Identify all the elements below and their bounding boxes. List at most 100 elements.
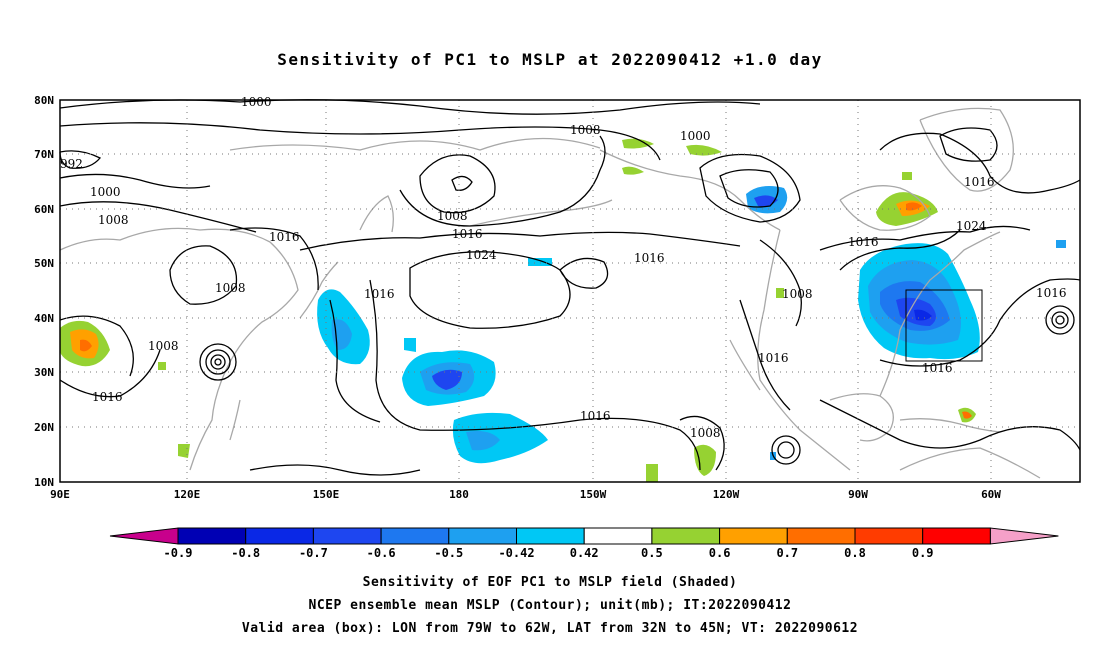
contour-low-bering [419,154,496,214]
shade-blue-cpac3 [432,369,462,390]
shade-red-carib2 [962,411,972,419]
contour-label: 1008 [690,426,721,440]
colorbar-label: 0.6 [709,546,731,560]
coast-caribbean [899,418,1001,433]
lon-label: 150E [313,488,340,501]
shade-red-india [80,339,92,352]
colorbar-segment [448,527,517,545]
contour-labels: 1000 1008 1000 992 1000 1008 1016 1008 1… [60,95,1067,440]
shade-blue-smallsq [528,258,552,266]
contour-label: 1016 [922,361,953,375]
contour-1016-india [59,349,161,398]
contour-label: 1024 [466,248,497,262]
contour-carib [819,399,1081,451]
contour-typhoon-1 [199,343,237,381]
contour-1016-pac [369,279,701,471]
colorbar-label: 0.42 [570,546,599,560]
contour-typhoon-3 [210,354,226,370]
contour-label: 1016 [634,251,665,265]
shade-blue-small [404,338,416,352]
lon-label: 90W [848,488,868,501]
contour-label: 1016 [1036,286,1067,300]
gridlines [60,100,1080,482]
contour-high-east [939,127,998,162]
coast-east-asia [59,227,299,471]
contour-label: 1000 [241,95,272,109]
colorbar-segment [516,527,585,545]
colorbar-segment [177,527,247,545]
colorbar-segment [651,527,721,545]
coast-japan [299,261,339,319]
contour-gulf-low [699,153,801,223]
lat-label: 60N [34,203,54,216]
colorbar-label: 0.8 [844,546,866,560]
contour-label: 1016 [848,235,879,249]
contour-1008-north [59,122,661,161]
lon-label: 90E [50,488,70,501]
colorbar-label: 0.7 [776,546,798,560]
coast-siberia [229,137,601,151]
shade-red-can [906,202,922,211]
caption-shading: Sensitivity of EOF PC1 to MSLP field (Sh… [362,575,738,590]
colorbar-min-arrow [109,527,179,545]
contour-label: 1000 [680,129,711,143]
contour-label: 1008 [437,209,468,223]
contour-atl-low2 [1051,311,1069,329]
lon-label: 150W [580,488,607,501]
contour-1016-nw [229,227,319,291]
colorbar-max-arrow [989,527,1059,545]
contour-1016-na [739,299,791,411]
caption-contour: NCEP ensemble mean MSLP (Contour); unit(… [308,598,792,613]
contour-label: 1008 [148,339,179,353]
shade-green-small [178,444,190,458]
lat-label: 40N [34,312,54,325]
latitude-labels: 80N 70N 60N 50N 40N 30N 20N 10N [34,94,54,489]
coast-baja [729,339,761,391]
sensitivity-shading [60,138,1066,482]
lat-label: 80N [34,94,54,107]
shade-green-np3 [622,166,644,175]
coast-south-america [899,447,1041,479]
lat-label: 30N [34,366,54,379]
contour-label: 1008 [782,287,813,301]
contour-label: 1008 [98,213,129,227]
colorbar-segment [922,527,991,545]
colorbar-label: -0.5 [434,546,463,560]
colorbar-segment [312,527,382,545]
chart-title: Sensitivity of PC1 to MSLP at 2022090412… [277,50,823,69]
colorbar-segment [380,527,450,545]
shade-green-small2 [158,362,166,370]
coast-alaska [599,149,781,231]
contour-low-aleut [559,257,609,289]
shade-green-lab [776,288,784,298]
coast-greenland [919,107,1014,192]
lon-label: 180 [449,488,469,501]
contour-1008-west [59,201,257,233]
coast-kamchatka [359,195,394,233]
shade-green-sw2 [646,464,658,482]
colorbar-segment [583,527,653,545]
contour-1016-inner [329,299,381,423]
contour-1016-atl [879,278,1081,367]
contour-typhoon-4 [214,358,222,366]
lon-label: 60W [981,488,1001,501]
contour-epac-low2 [777,441,795,459]
contour-low-bering-in [451,175,473,191]
lat-label: 70N [34,148,54,161]
contour-1016-ne [819,225,1031,251]
colorbar-label: -0.42 [498,546,534,560]
caption-valid-area: Valid area (box): LON from 79W to 62W, L… [241,621,859,636]
lon-label: 120E [174,488,201,501]
coast-philippines [229,399,241,441]
shade-green-np1 [622,138,654,149]
contour-atl-low3 [1055,315,1065,325]
coast-hudson [839,185,931,231]
coast-aleutians [469,199,613,227]
contour-1024-atl [839,229,961,271]
coastlines [59,107,1041,479]
shade-blue-cpac-south2 [466,431,500,451]
contour-label: 1008 [215,281,246,295]
valid-area-box [905,289,983,362]
colorbar-label: -0.8 [231,546,260,560]
contour-1008-bering [399,135,606,227]
